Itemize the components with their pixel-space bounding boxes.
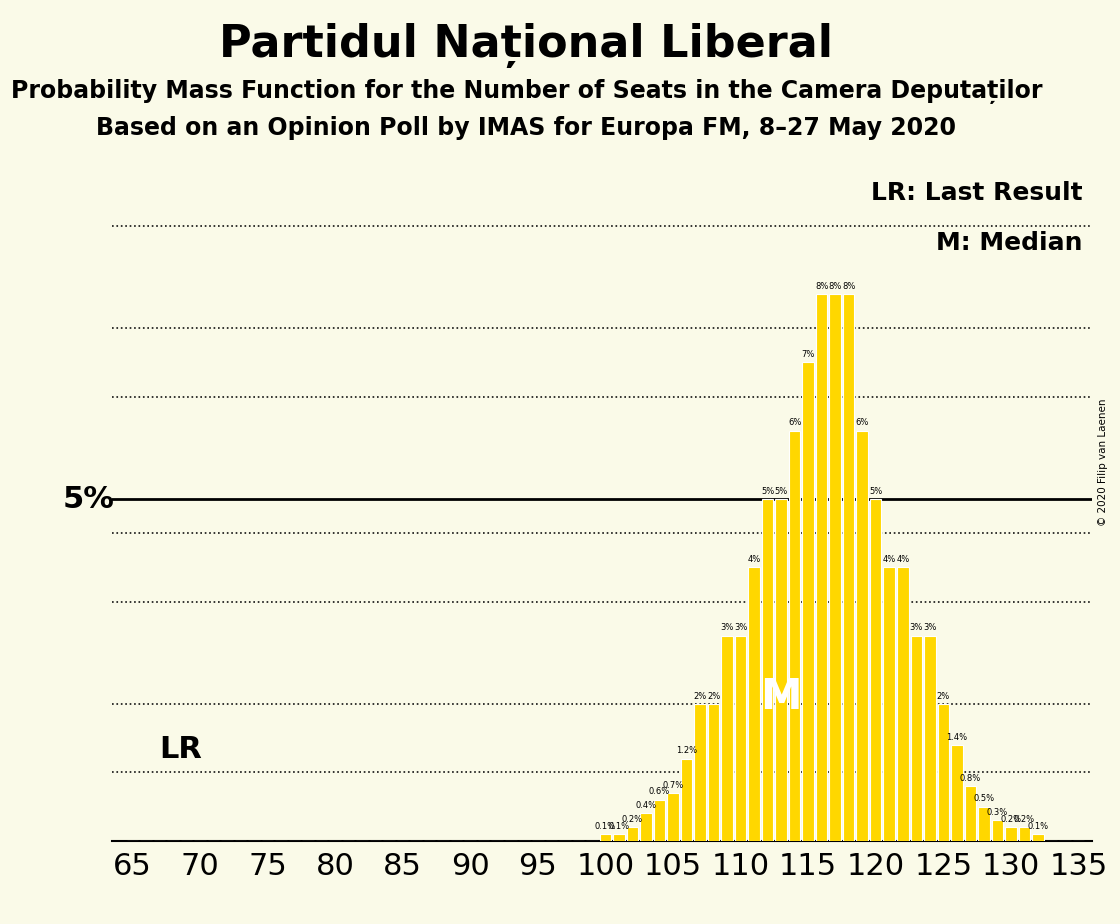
Bar [815,294,828,841]
Text: 0.7%: 0.7% [662,781,683,790]
Text: 2%: 2% [707,692,720,700]
Bar [681,759,692,841]
Bar [843,294,855,841]
Bar [775,499,787,841]
Bar [978,807,990,841]
Bar [627,827,638,841]
Text: 0.1%: 0.1% [595,821,616,831]
Bar [937,704,949,841]
Text: 6%: 6% [856,419,869,427]
Bar [762,499,773,841]
Text: 3%: 3% [909,624,923,632]
Bar [857,431,868,841]
Bar [694,704,706,841]
Text: 1.4%: 1.4% [946,733,968,742]
Text: 4%: 4% [896,555,909,564]
Bar [830,294,841,841]
Bar [964,786,977,841]
Bar [654,800,665,841]
Text: Based on an Opinion Poll by IMAS for Europa FM, 8–27 May 2020: Based on an Opinion Poll by IMAS for Eur… [96,116,956,140]
Text: 3%: 3% [923,624,936,632]
Text: 3%: 3% [720,624,734,632]
Text: 2%: 2% [693,692,707,700]
Bar [1005,827,1017,841]
Text: 0.1%: 0.1% [1027,821,1048,831]
Bar [911,636,922,841]
Bar [613,834,625,841]
Bar [748,567,759,841]
Text: 4%: 4% [883,555,896,564]
Text: LR: LR [159,736,203,764]
Text: 8%: 8% [815,282,829,290]
Text: 0.1%: 0.1% [608,821,629,831]
Text: M: Median: M: Median [935,231,1082,255]
Text: 3%: 3% [734,624,747,632]
Text: 8%: 8% [842,282,856,290]
Text: 7%: 7% [802,350,815,359]
Text: 0.8%: 0.8% [960,773,981,783]
Text: Probability Mass Function for the Number of Seats in the Camera Deputaților: Probability Mass Function for the Number… [11,79,1042,103]
Text: 0.2%: 0.2% [1014,815,1035,824]
Bar [897,567,908,841]
Bar [991,821,1004,841]
Bar [870,499,881,841]
Bar [802,362,814,841]
Text: 6%: 6% [788,419,801,427]
Bar [924,636,935,841]
Text: © 2020 Filip van Laenen: © 2020 Filip van Laenen [1099,398,1108,526]
Text: 0.2%: 0.2% [1000,815,1021,824]
Bar [721,636,732,841]
Bar [708,704,719,841]
Text: 4%: 4% [747,555,760,564]
Text: 0.6%: 0.6% [648,787,670,796]
Bar [1033,834,1044,841]
Text: 5%: 5% [760,487,774,495]
Text: 5%: 5% [63,484,114,514]
Text: LR: Last Result: LR: Last Result [870,181,1082,205]
Text: 0.3%: 0.3% [987,808,1008,817]
Text: 0.4%: 0.4% [635,801,656,810]
Bar [951,745,962,841]
Bar [668,793,679,841]
Text: Partidul Național Liberal: Partidul Național Liberal [220,23,833,68]
Text: 5%: 5% [774,487,787,495]
Bar [1019,827,1030,841]
Text: 8%: 8% [829,282,842,290]
Bar [641,813,652,841]
Text: 0.2%: 0.2% [622,815,643,824]
Bar [599,834,612,841]
Text: 1.2%: 1.2% [676,747,697,756]
Bar [788,431,801,841]
Bar [735,636,746,841]
Text: 5%: 5% [869,487,883,495]
Text: M: M [760,676,802,718]
Bar [884,567,895,841]
Text: 0.5%: 0.5% [973,795,995,803]
Text: 2%: 2% [936,692,950,700]
